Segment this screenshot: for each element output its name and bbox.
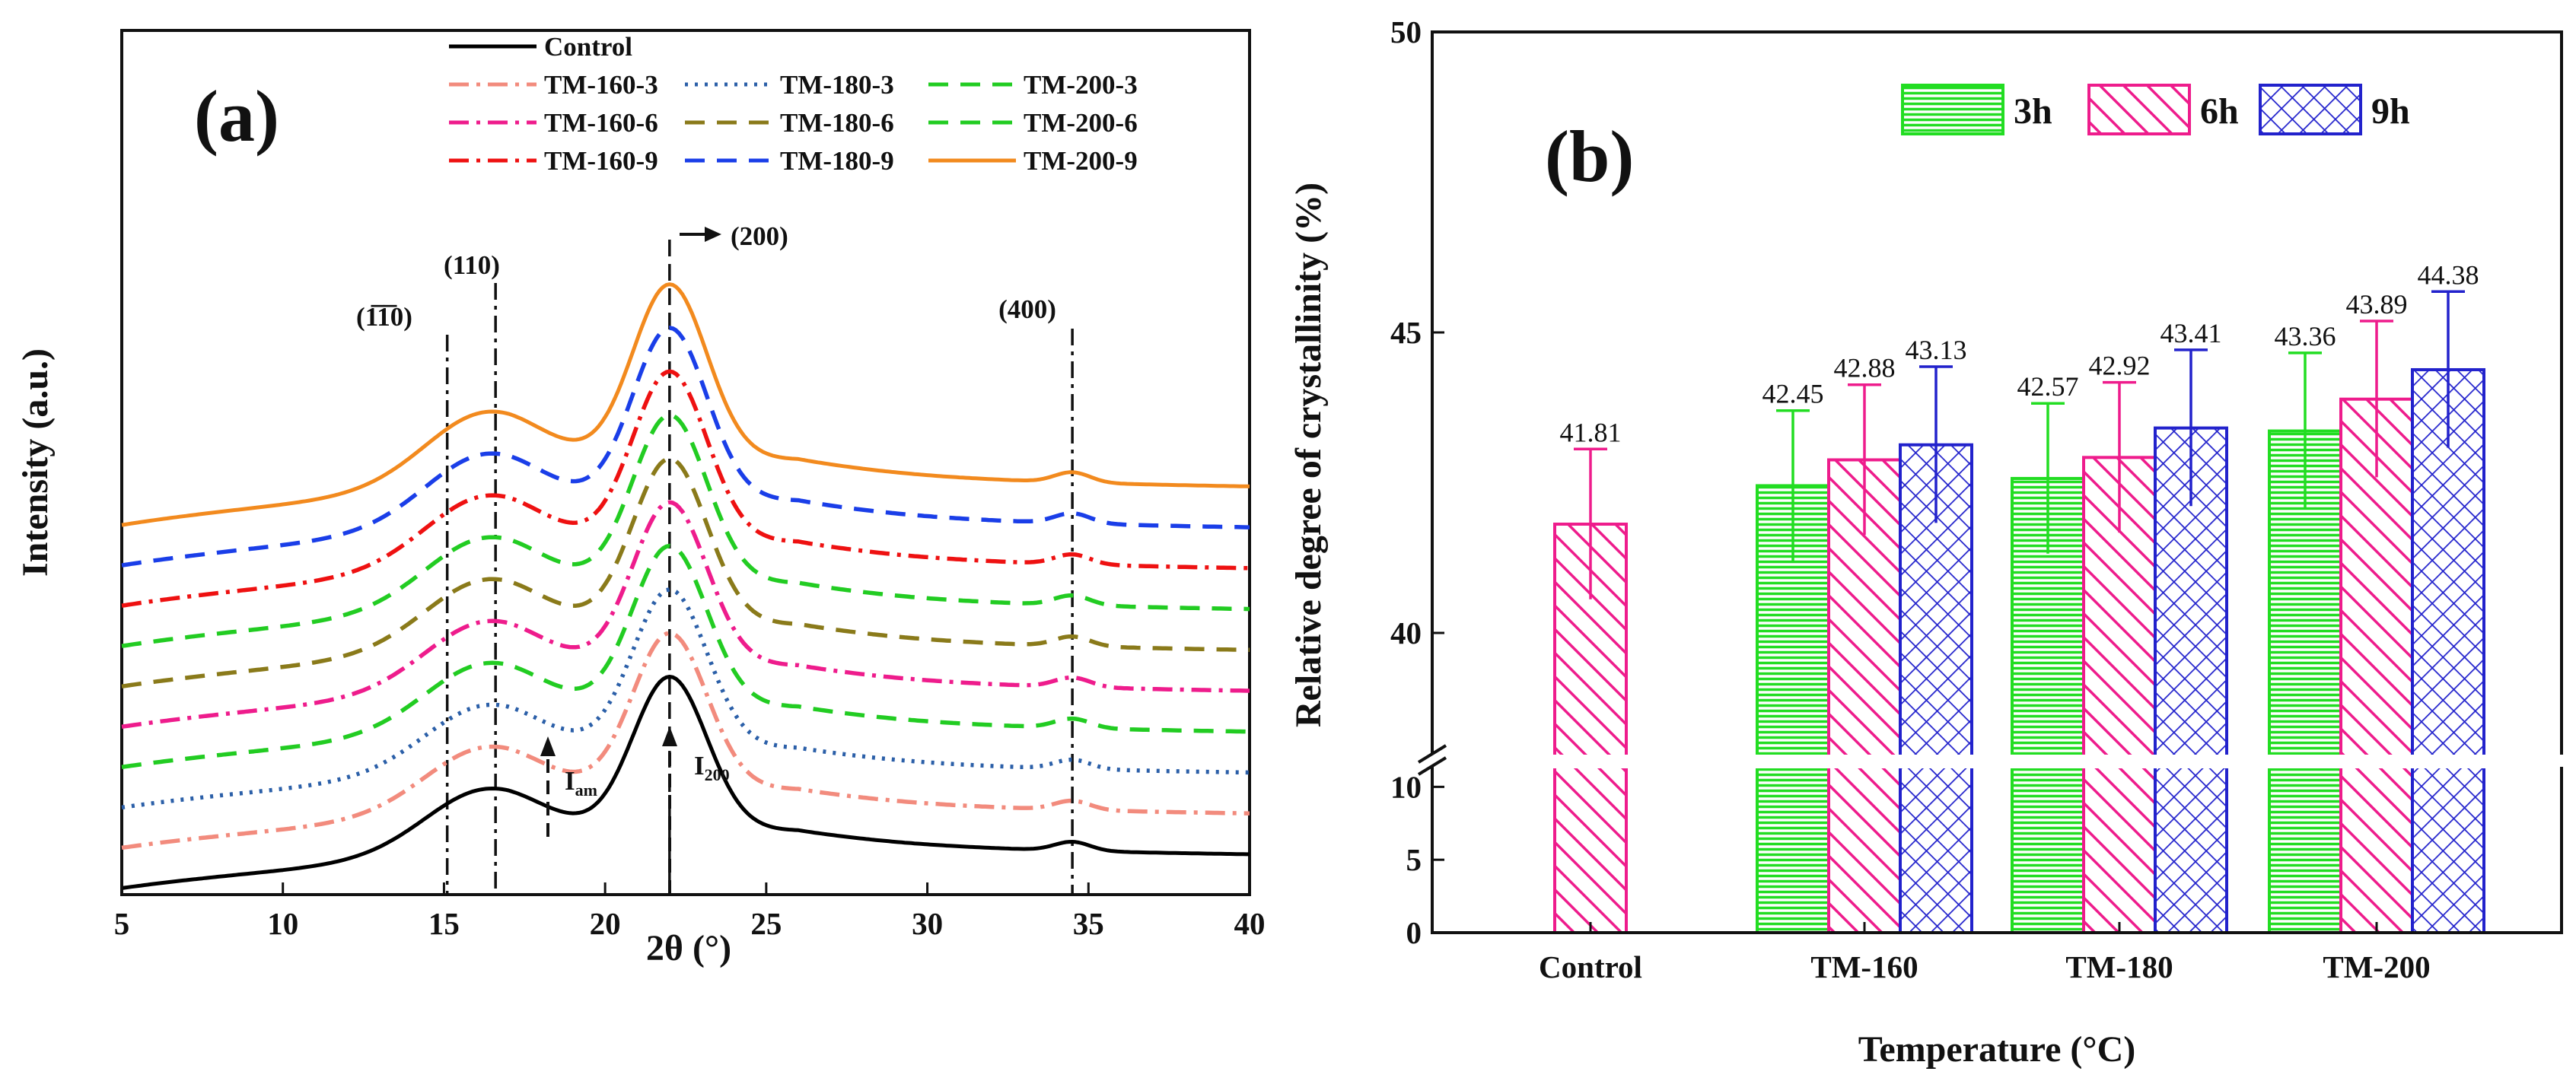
a-reference-lines: [445, 240, 1074, 895]
b-legend-label: 6h: [2200, 91, 2239, 132]
a-curves: [121, 282, 1250, 890]
a-iam-arrow-head: [540, 736, 556, 756]
b-lower-frame: [1431, 767, 2563, 934]
b-legend-swatch-9h: [2259, 84, 2362, 135]
a-i200-arrow-head: [662, 726, 677, 746]
b-legend-swatch-6h: [2087, 84, 2191, 135]
b-y-tick-label: 5: [1406, 842, 1422, 877]
a-curve-TM-200-3: [121, 543, 1250, 770]
a-x-ticks: 5 10 15 20 25 30 35 40: [114, 882, 1266, 941]
b-bar-lower-TM-160-6h: [1827, 756, 1902, 934]
a-legend-label: TM-180-3: [780, 70, 894, 100]
b-bar-lower-TM-160-9h: [1899, 756, 1973, 934]
a-y-axis-label: Intensity (a.u.): [15, 348, 56, 577]
panel-b-crystallinity: 41.81 42.45 42.88 43.13 42.57 42.92 43.41 43.36…: [1288, 14, 2569, 1070]
a-curve-TM-200-6: [121, 412, 1250, 648]
a-legend-label: TM-160-3: [544, 70, 658, 100]
b-x-tick-label: TM-160: [1810, 949, 1918, 984]
b-value-label: 42.57: [2017, 371, 2079, 402]
b-legend: 3h 6h 9h: [1901, 84, 2410, 135]
a-legend: Control TM-160-3 TM-180-3 TM-200-3 TM-160-6 T…: [449, 32, 1138, 176]
b-value-label: 43.41: [2160, 318, 2222, 348]
a-x-tick-label: 30: [912, 906, 943, 941]
b-bars: 41.81 42.45 42.88 43.13 42.57 42.92 43.41 43.36…: [1553, 259, 2485, 934]
panel-a-frame: [120, 29, 1251, 896]
a-legend-label: TM-180-6: [780, 108, 894, 138]
b-x-tick-label: Control: [1539, 949, 1642, 984]
a-curve-TM-180-6: [121, 456, 1250, 689]
b-value-label: 44.38: [2418, 259, 2479, 290]
b-axis-break-mark: [1417, 744, 1447, 764]
a-x-tick-label: 10: [267, 906, 298, 941]
a-legend-label: TM-180-9: [780, 146, 894, 176]
b-bar-lower-TM-180-3h: [2011, 756, 2085, 934]
panel-a-xrd: 5 10 15 20 25 30 35 40 (a) 2θ (°) Intensity (a.…: [15, 29, 1266, 968]
a-ref-label-110: (110): [444, 250, 500, 280]
a-curve-TM-180-9: [121, 326, 1250, 568]
a-x-tick-label: 40: [1234, 906, 1266, 941]
a-legend-label: TM-160-9: [544, 146, 658, 176]
b-legend-label: 9h: [2371, 91, 2410, 132]
b-value-label: 43.13: [1906, 335, 1967, 365]
b-value-label: 43.36: [2275, 321, 2336, 351]
panel-b-label: (b): [1545, 116, 1634, 197]
b-value-label: 41.81: [1560, 417, 1622, 447]
b-x-axis-label: Temperature (°C): [1858, 1029, 2135, 1070]
a-x-tick-label: 25: [750, 906, 782, 941]
a-x-tick-label: 15: [428, 906, 460, 941]
a-legend-label: TM-200-9: [1024, 146, 1138, 176]
a-x-tick-label: 20: [590, 906, 621, 941]
b-axes: Control TM-160 TM-180 TM-200 40 45 50 0 5 10: [1390, 14, 2569, 984]
b-upper-frame: [1431, 30, 2563, 755]
b-break-gap: [1409, 755, 2569, 768]
a-legend-label: Control: [544, 32, 632, 62]
a-ref-label-400: (400): [998, 294, 1056, 324]
a-i200-label: I200: [694, 751, 730, 784]
b-value-label: 42.88: [1834, 353, 1896, 383]
b-bar-lower-TM-200-3h: [2268, 756, 2342, 934]
b-y-tick-label: 45: [1390, 315, 1422, 350]
b-x-tick-label: TM-200: [2323, 949, 2430, 984]
a-curve-TM-200-9: [121, 282, 1250, 527]
b-x-tick-label: TM-180: [2065, 949, 2173, 984]
a-legend-label: TM-200-6: [1024, 108, 1138, 138]
a-curve-TM-180-3: [121, 587, 1250, 810]
a-x-axis-label: 2θ (°): [646, 928, 731, 968]
a-x-tick-label: 35: [1073, 906, 1104, 941]
b-y-tick-label: 0: [1406, 915, 1422, 950]
a-ref-label-200: (200): [731, 221, 788, 251]
b-axis-break-mark: [1417, 756, 1447, 776]
b-bar-lower-Control-6h: [1553, 756, 1628, 934]
b-y-tick-label: 10: [1390, 769, 1422, 804]
b-bar-lower-TM-180-9h: [2154, 756, 2228, 934]
b-bar-lower-TM-160-3h: [1756, 756, 1830, 934]
a-iam-label: Iam: [565, 766, 597, 800]
b-value-label: 43.89: [2346, 289, 2408, 320]
a-curve-TM-160-9: [121, 369, 1250, 608]
a-curve-TM-160-3: [121, 631, 1250, 850]
b-y-axis-label: Relative degree of crystallinity (%): [1288, 183, 1329, 727]
a-x-tick-label: 5: [114, 906, 130, 941]
a-legend-label: TM-160-6: [544, 108, 658, 138]
a-legend-label: TM-200-3: [1024, 70, 1138, 100]
a-200-arrow-head: [705, 227, 721, 242]
b-legend-label: 3h: [2014, 91, 2052, 132]
b-value-label: 42.92: [2089, 351, 2151, 381]
panel-a-label: (a): [194, 75, 279, 157]
b-value-label: 42.45: [1762, 379, 1824, 409]
b-bar-lower-TM-180-6h: [2082, 756, 2157, 934]
b-bar-lower-TM-200-9h: [2411, 756, 2485, 934]
b-y-tick-label: 50: [1390, 14, 1422, 49]
b-y-tick-label: 40: [1390, 615, 1422, 650]
b-bar-lower-TM-200-6h: [2339, 756, 2414, 934]
a-curve-Control: [121, 675, 1250, 890]
a-ref-label-1-10-bar: (1̅1̅0): [356, 302, 412, 332]
b-legend-swatch-3h: [1901, 84, 2004, 135]
